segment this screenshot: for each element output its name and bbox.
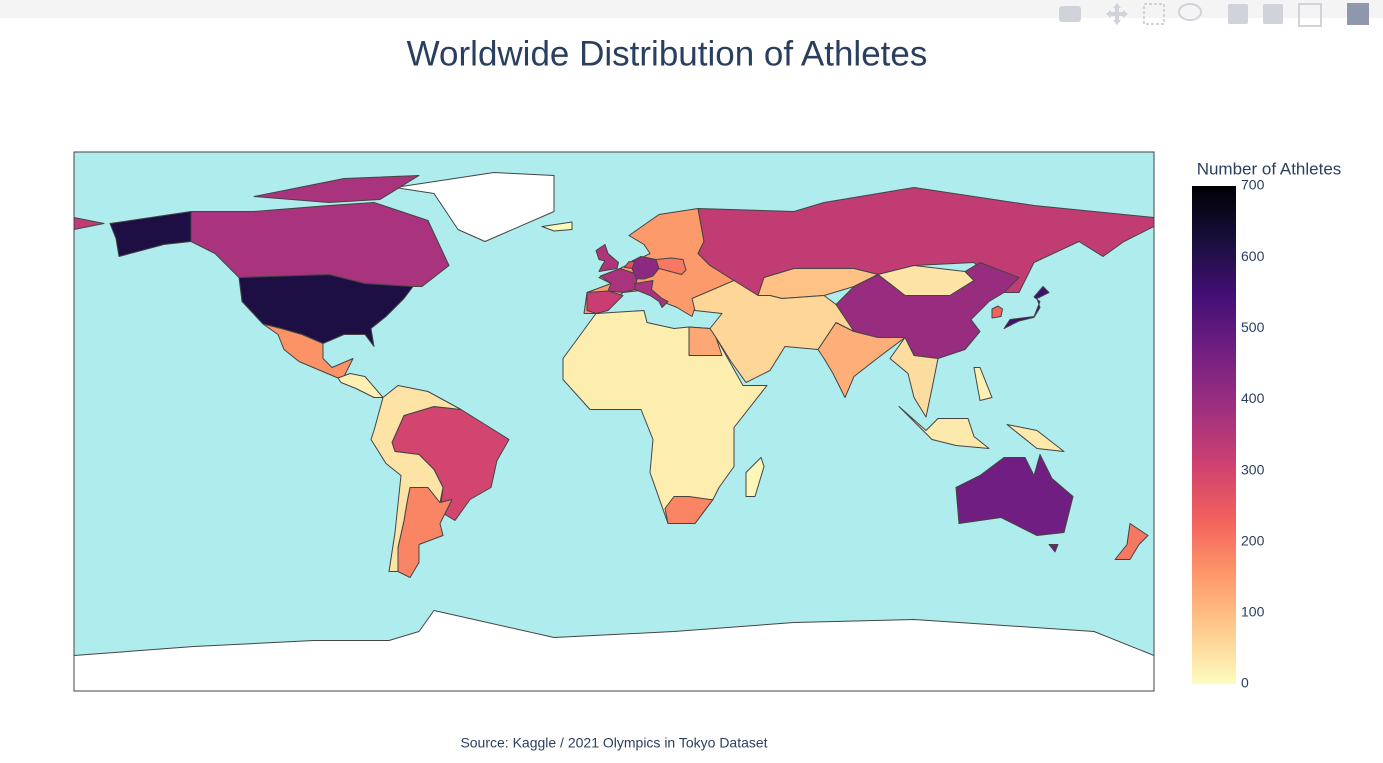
colorbar-tick-label: 500 [1241,319,1265,335]
country [253,175,420,203]
country [190,202,450,287]
country [74,217,105,230]
lasso-button[interactable] [1178,3,1202,21]
country [541,221,573,232]
country [634,280,669,308]
country [262,323,354,379]
country [745,457,765,497]
colorbar-tick-label: 600 [1241,248,1265,264]
camera-button[interactable] [1059,6,1081,22]
plotly-logo[interactable] [1347,3,1369,25]
country [973,367,993,401]
reset-button[interactable] [1298,3,1322,27]
country [955,454,1074,536]
country [1048,544,1059,553]
no-data-land [394,172,555,242]
colorbar-tick-label: 400 [1241,390,1265,406]
map [74,172,1154,691]
zoom-out-button[interactable] [1263,4,1283,24]
colorbar-tick-label: 200 [1241,532,1265,548]
modebar [1059,3,1369,27]
country [691,280,855,383]
country [337,373,384,398]
country [600,268,639,293]
country [562,310,768,524]
country [898,406,990,449]
source-note: Source: Kaggle / 2021 Olympics in Tokyo … [460,735,767,751]
colorbar-tick-label: 300 [1241,461,1265,477]
country [889,337,939,418]
country [1114,523,1149,560]
colorbar [1192,186,1236,684]
pan-button[interactable] [1106,3,1128,25]
country [595,244,619,272]
country [1006,424,1065,452]
colorbar-title: Number of Athletes [1197,159,1342,178]
chart-title: Worldwide Distribution of Athletes [407,34,928,73]
country [370,385,462,572]
box-select-button[interactable] [1143,3,1165,25]
country [664,496,714,524]
country [991,305,1003,319]
colorbar-tick-label: 100 [1241,604,1265,620]
no-data-land [74,610,1154,691]
country [655,257,687,275]
map-frame [73,151,1155,692]
country [1003,286,1050,329]
zoom-in-button[interactable] [1228,4,1248,24]
colorbar-tick-label: 700 [1241,177,1265,193]
colorbar-tick-label: 0 [1241,675,1249,691]
top-bar [0,0,1383,18]
country [624,261,636,269]
